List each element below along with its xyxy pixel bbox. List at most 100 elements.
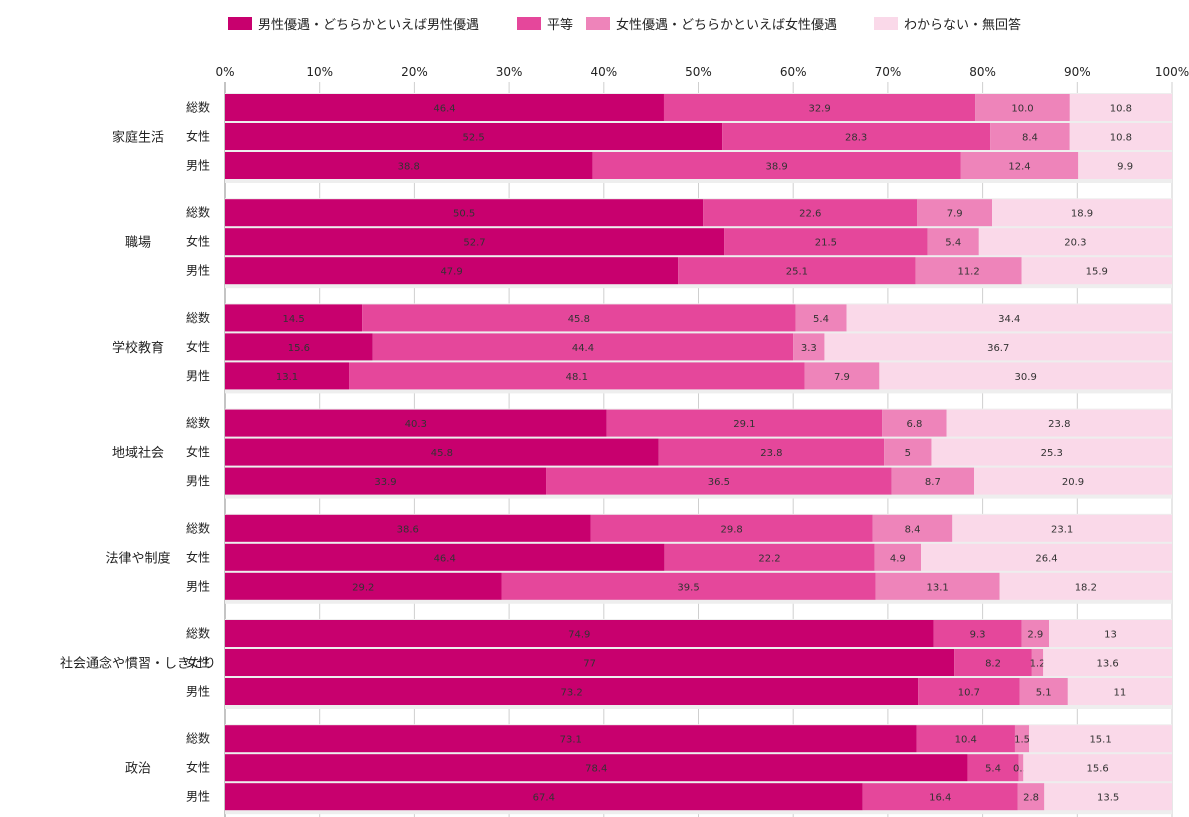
data-label: 21.5 (815, 238, 837, 249)
data-label: 5.1 (1036, 688, 1052, 699)
row-label: 女性 (186, 444, 210, 459)
bar-segment (1069, 94, 1172, 121)
data-label: 12.4 (1008, 162, 1030, 173)
bar-segment (225, 152, 593, 179)
data-label: 44.4 (572, 343, 594, 354)
data-label: 50.5 (453, 209, 475, 220)
bar-segment (592, 152, 961, 179)
data-label: 11.2 (957, 267, 979, 278)
bar-segment (999, 572, 1172, 600)
row-label: 総数 (186, 626, 210, 641)
bar-segment (891, 467, 975, 495)
data-label: 6.8 (906, 419, 922, 430)
bar-segment (225, 620, 934, 647)
bar-segment (225, 514, 591, 542)
legend: 男性優遇・どちらかといえば男性優遇 平等 女性優遇・どちらかといえば女性優遇 わからな… (228, 17, 1021, 33)
bar-segment (917, 199, 993, 227)
bar-segment (724, 228, 928, 256)
bar-segment (546, 467, 892, 495)
row-labels: 家庭生活総数女性男性職場総数女性男性学校教育総数女性男性地域社会総数女性男性法律… (60, 100, 216, 804)
bar-segment (990, 123, 1070, 150)
data-label: 1.2 (1030, 659, 1046, 670)
data-label: 22.6 (799, 209, 821, 220)
data-label: 32.9 (808, 104, 830, 115)
data-label: 10.7 (958, 688, 980, 699)
x-tick-label: 20% (401, 65, 428, 79)
row-label: 女性 (186, 760, 210, 775)
row-label: 女性 (186, 129, 210, 144)
data-label: 13.5 (1097, 793, 1119, 804)
data-label: 13.1 (926, 582, 948, 593)
bar-segment (793, 333, 825, 361)
data-label: 29.8 (721, 524, 743, 535)
data-label: 8.4 (1022, 133, 1038, 144)
bar-segment (225, 438, 659, 466)
bar-segment (927, 228, 979, 256)
data-label: 13.1 (276, 372, 298, 383)
bar-segment (879, 362, 1172, 390)
data-label: 73.1 (560, 735, 582, 746)
legend-swatch (517, 17, 541, 30)
row-label: 女性 (186, 339, 210, 354)
row-label: 総数 (186, 731, 210, 746)
x-tick-label: 90% (1064, 65, 1091, 79)
bar-segment (225, 572, 502, 600)
bar-segment (225, 409, 607, 437)
bar-segment (663, 94, 976, 121)
data-label: 20.9 (1062, 477, 1084, 488)
bar-segment (874, 543, 922, 571)
bar-segment (992, 199, 1172, 227)
bar-segment (225, 257, 679, 285)
bar-segment (1044, 783, 1172, 811)
data-label: 45.8 (431, 448, 453, 459)
group-label: 職場 (125, 236, 151, 251)
bar-segment (1029, 725, 1172, 753)
x-tick-label: 30% (496, 65, 523, 79)
x-tick-label: 50% (685, 65, 712, 79)
bar-segment (225, 94, 664, 121)
data-label: 77 (583, 659, 596, 670)
bar-segment (1078, 152, 1172, 179)
data-label: 5.4 (985, 764, 1001, 775)
data-label: 39.5 (677, 582, 699, 593)
data-label: 4.9 (890, 553, 906, 564)
row-label: 男性 (186, 474, 210, 488)
bar-segment (882, 409, 947, 437)
x-tick-label: 70% (875, 65, 902, 79)
data-label: 5.4 (813, 314, 829, 325)
group-label: 学校教育 (112, 340, 164, 356)
bar-segment (225, 725, 917, 753)
bar-segment (952, 514, 1172, 542)
row-label: 女性 (186, 549, 210, 564)
bar-segment (1021, 620, 1050, 647)
data-label: 8.7 (925, 477, 941, 488)
data-label: 15.6 (1087, 764, 1109, 775)
data-label: 34.4 (998, 314, 1020, 325)
data-label: 36.5 (708, 477, 730, 488)
bar-segment (225, 123, 723, 150)
bar-segment (703, 199, 918, 227)
data-label: 30.9 (1015, 372, 1037, 383)
legend-label: わからない・無回答 (904, 17, 1021, 33)
bar-segment (1067, 678, 1172, 705)
bar-segment (954, 649, 1032, 676)
row-label: 男性 (186, 264, 210, 278)
bar-segment (225, 362, 350, 390)
bar-segment (846, 304, 1172, 332)
bar-segment (1043, 649, 1172, 676)
data-label: 10.8 (1110, 133, 1132, 144)
group-label: 社会通念や慣習・しきたり (60, 656, 216, 672)
bar-segment (967, 754, 1019, 782)
data-label: 9.3 (970, 630, 986, 641)
bar-segment (804, 362, 880, 390)
bar-segment (933, 620, 1022, 647)
bar-segment (884, 438, 932, 466)
bar-segment (1023, 754, 1172, 782)
data-label: 36.7 (987, 343, 1009, 354)
data-label: 22.2 (758, 553, 780, 564)
data-label: 28.3 (845, 133, 867, 144)
data-label: 7.9 (947, 209, 963, 220)
data-label: 8.4 (905, 524, 921, 535)
bar-segment (225, 199, 704, 227)
